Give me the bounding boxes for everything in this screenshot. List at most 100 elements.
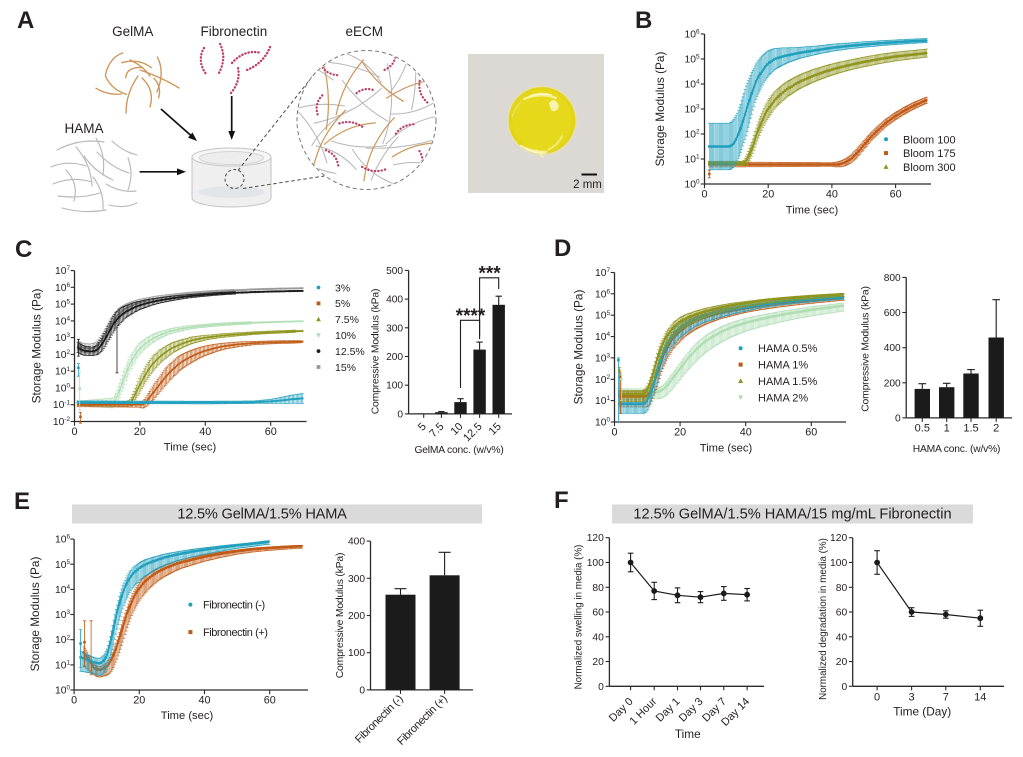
svg-text:103: 103: [684, 104, 699, 116]
svg-text:7: 7: [943, 692, 949, 704]
svg-text:0: 0: [874, 692, 880, 704]
svg-text:102: 102: [55, 634, 70, 646]
svg-text:Compressive Modulus (kPa): Compressive Modulus (kPa): [335, 553, 346, 679]
svg-text:B: B: [635, 7, 652, 34]
svg-text:10-1: 10-1: [53, 399, 71, 411]
svg-text:60: 60: [890, 189, 902, 201]
svg-text:120: 120: [830, 533, 847, 544]
svg-text:120: 120: [587, 533, 604, 544]
svg-text:40: 40: [592, 632, 604, 643]
svg-text:HAMA conc. (w/v%): HAMA conc. (w/v%): [913, 444, 1001, 455]
svg-text:3: 3: [909, 692, 915, 704]
svg-text:400: 400: [386, 295, 403, 306]
svg-text:60: 60: [592, 608, 604, 619]
svg-text:40: 40: [836, 632, 848, 643]
svg-text:20: 20: [674, 427, 686, 439]
svg-text:Time (sec): Time (sec): [786, 205, 839, 217]
svg-text:106: 106: [684, 29, 699, 41]
svg-text:60: 60: [836, 608, 848, 619]
svg-text:0: 0: [598, 682, 604, 693]
svg-text:Storage Modulus (Pa): Storage Modulus (Pa): [30, 289, 44, 404]
svg-text:107: 107: [595, 267, 610, 279]
svg-text:0: 0: [71, 695, 77, 707]
svg-text:0: 0: [611, 427, 617, 439]
svg-text:103: 103: [55, 332, 70, 344]
svg-text:Time (sec): Time (sec): [161, 710, 214, 722]
svg-text:800: 800: [884, 273, 901, 284]
svg-text:101: 101: [684, 154, 699, 166]
svg-text:2 mm: 2 mm: [573, 179, 602, 191]
svg-text:100: 100: [684, 179, 699, 191]
svg-text:3%: 3%: [335, 282, 350, 294]
svg-text:E: E: [14, 488, 30, 515]
svg-text:10%: 10%: [335, 330, 356, 342]
svg-text:40: 40: [740, 427, 752, 439]
svg-text:D: D: [554, 235, 571, 262]
svg-text:0: 0: [895, 413, 901, 424]
svg-text:40: 40: [199, 426, 211, 438]
svg-text:20: 20: [592, 657, 604, 668]
svg-text:14: 14: [974, 692, 986, 704]
svg-text:15%: 15%: [335, 362, 356, 374]
svg-text:0: 0: [841, 682, 847, 693]
svg-text:300: 300: [386, 323, 403, 334]
svg-text:101: 101: [55, 366, 70, 378]
svg-text:12.5% GelMA/1.5% HAMA/15 mg/mL: 12.5% GelMA/1.5% HAMA/15 mg/mL Fibronect…: [633, 506, 951, 522]
svg-text:Bloom 100: Bloom 100: [903, 134, 956, 146]
svg-text:20: 20: [134, 426, 146, 438]
svg-text:***: ***: [479, 264, 502, 285]
svg-text:GelMA: GelMA: [112, 24, 153, 39]
svg-text:12.5% GelMA/1.5% HAMA: 12.5% GelMA/1.5% HAMA: [177, 507, 347, 523]
svg-text:****: ****: [456, 306, 486, 327]
svg-text:200: 200: [348, 611, 365, 622]
svg-text:102: 102: [55, 349, 70, 361]
svg-text:106: 106: [595, 288, 610, 300]
svg-text:100: 100: [830, 558, 847, 569]
svg-text:600: 600: [884, 308, 901, 319]
svg-text:1: 1: [944, 423, 950, 435]
svg-text:Fibronectin: Fibronectin: [201, 24, 268, 39]
svg-text:10-2: 10-2: [53, 416, 71, 428]
svg-text:104: 104: [595, 331, 610, 343]
svg-text:1.5: 1.5: [963, 423, 978, 435]
svg-text:500: 500: [386, 266, 403, 277]
svg-text:20: 20: [762, 189, 774, 201]
svg-text:Fibronectin (-): Fibronectin (-): [203, 600, 265, 612]
svg-text:101: 101: [55, 660, 70, 672]
svg-text:Bloom 175: Bloom 175: [903, 148, 956, 160]
svg-text:HAMA: HAMA: [64, 121, 103, 136]
svg-text:Compressive Modulus (kPa): Compressive Modulus (kPa): [861, 286, 872, 412]
svg-text:80: 80: [592, 583, 604, 594]
svg-text:Normalized swelling in media (: Normalized swelling in media (%): [574, 545, 585, 690]
svg-text:105: 105: [595, 310, 610, 322]
svg-text:Time: Time: [675, 727, 701, 741]
svg-text:106: 106: [55, 282, 70, 294]
svg-text:104: 104: [55, 584, 70, 596]
svg-text:HAMA 1.5%: HAMA 1.5%: [758, 376, 818, 388]
svg-text:Storage Modulus (Pa): Storage Modulus (Pa): [572, 290, 586, 405]
svg-text:HAMA 1%: HAMA 1%: [758, 360, 808, 372]
svg-text:105: 105: [55, 559, 70, 571]
svg-text:105: 105: [55, 299, 70, 311]
svg-text:Bloom 300: Bloom 300: [903, 162, 956, 174]
svg-text:Time (sec): Time (sec): [164, 442, 217, 454]
svg-text:0: 0: [397, 409, 403, 420]
svg-text:100: 100: [587, 558, 604, 569]
svg-text:104: 104: [684, 79, 699, 91]
svg-text:0.5: 0.5: [915, 423, 930, 435]
svg-text:2: 2: [993, 423, 999, 435]
svg-text:C: C: [15, 236, 32, 263]
svg-text:105: 105: [684, 54, 699, 66]
svg-text:GelMA conc. (w/v%): GelMA conc. (w/v%): [414, 445, 503, 456]
svg-text:100: 100: [386, 381, 403, 392]
svg-text:5%: 5%: [335, 298, 350, 310]
svg-text:Storage Modulus (Pa): Storage Modulus (Pa): [653, 52, 667, 167]
svg-text:80: 80: [836, 583, 848, 594]
svg-text:60: 60: [805, 427, 817, 439]
svg-text:100: 100: [595, 417, 610, 429]
svg-text:40: 40: [826, 189, 838, 201]
svg-text:0: 0: [701, 189, 707, 201]
svg-text:102: 102: [595, 374, 610, 386]
svg-text:104: 104: [55, 316, 70, 328]
svg-text:20: 20: [133, 695, 145, 707]
